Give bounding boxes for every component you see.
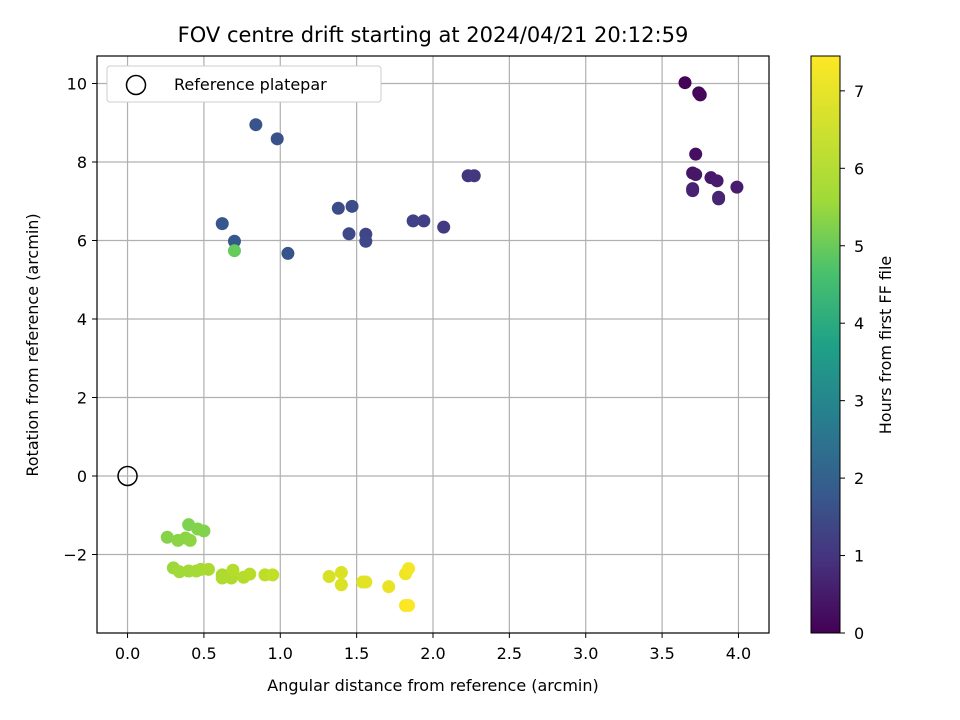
- data-point: [402, 599, 416, 613]
- x-tick-label: 2.5: [497, 644, 522, 663]
- data-point: [322, 569, 336, 583]
- colorbar-gradient: [810, 55, 841, 634]
- x-axis-ticks: 0.0 0.5 1.0 1.5 2.0 2.5 3.0 3.5 4.0: [115, 633, 751, 663]
- data-point: [342, 227, 356, 241]
- data-point: [686, 184, 700, 198]
- y-axis-ticks: −2 0 2 4 6 8 10: [63, 74, 97, 564]
- colorbar-tick-label: 0: [854, 624, 864, 643]
- x-tick-label: 2.0: [420, 644, 445, 663]
- x-tick-label: 1.5: [344, 644, 369, 663]
- x-tick-label: 1.0: [268, 644, 293, 663]
- data-point: [197, 524, 211, 538]
- data-point: [467, 169, 481, 183]
- data-point: [227, 234, 241, 248]
- data-point: [678, 76, 692, 90]
- data-point: [243, 567, 257, 581]
- data-point: [406, 214, 420, 228]
- data-point: [345, 199, 359, 213]
- data-point: [334, 578, 348, 592]
- y-tick-label: 2: [77, 388, 87, 407]
- data-point: [270, 132, 284, 146]
- colorbar-tick-label: 7: [854, 82, 864, 101]
- data-point: [160, 530, 174, 544]
- colorbar: 0 1 2 3 4 5 6 7 Hours from first FF file: [810, 55, 895, 643]
- data-point: [183, 533, 197, 547]
- colorbar-tick-label: 4: [854, 314, 864, 333]
- colorbar-label: Hours from first FF file: [876, 256, 895, 435]
- data-point: [334, 566, 348, 580]
- data-point: [281, 246, 295, 260]
- data-point: [249, 118, 263, 132]
- y-tick-label: 10: [67, 74, 87, 93]
- y-tick-label: 4: [77, 310, 87, 329]
- y-axis-label: Rotation from reference (arcmin): [23, 213, 42, 476]
- grid-lines: [97, 56, 769, 633]
- data-point: [215, 571, 229, 585]
- data-point: [201, 562, 215, 576]
- data-point: [417, 214, 431, 228]
- colorbar-tick-label: 1: [854, 547, 864, 566]
- legend: Reference platepar: [106, 65, 382, 103]
- x-tick-label: 0.5: [191, 644, 216, 663]
- colorbar-tick-label: 2: [854, 469, 864, 488]
- legend-marker: [125, 74, 147, 96]
- data-point: [437, 220, 451, 234]
- colorbar-tick-label: 3: [854, 392, 864, 411]
- data-point: [730, 180, 744, 194]
- y-tick-label: 8: [77, 153, 87, 172]
- colorbar-tick-label: 5: [854, 237, 864, 256]
- x-axis-label: Angular distance from reference (arcmin): [267, 676, 598, 695]
- legend-label: Reference platepar: [174, 75, 327, 94]
- data-point: [402, 562, 416, 576]
- chart-title: FOV centre drift starting at 2024/04/21 …: [178, 23, 689, 47]
- data-point: [712, 192, 726, 206]
- colorbar-ticks: 0 1 2 3 4 5 6 7: [840, 82, 864, 643]
- data-point: [226, 563, 240, 577]
- x-tick-label: 4.0: [726, 644, 751, 663]
- legend-box: [106, 65, 382, 103]
- y-tick-label: 0: [77, 467, 87, 486]
- data-point: [331, 201, 345, 215]
- x-tick-label: 0.0: [115, 644, 140, 663]
- y-tick-label: 6: [77, 231, 87, 250]
- data-points: [160, 76, 744, 613]
- colorbar-tick-label: 6: [854, 159, 864, 178]
- data-point: [227, 244, 241, 258]
- data-point: [689, 168, 703, 182]
- data-point: [359, 234, 373, 248]
- data-point: [266, 568, 280, 582]
- data-point: [359, 575, 373, 589]
- y-tick-label: −2: [63, 545, 87, 564]
- x-tick-label: 3.5: [649, 644, 674, 663]
- data-point: [710, 174, 724, 188]
- data-point: [382, 580, 396, 594]
- data-point: [689, 147, 703, 161]
- data-point: [693, 88, 707, 102]
- x-tick-label: 3.0: [573, 644, 598, 663]
- reference-platepar-marker: [117, 465, 138, 487]
- data-point: [215, 217, 229, 231]
